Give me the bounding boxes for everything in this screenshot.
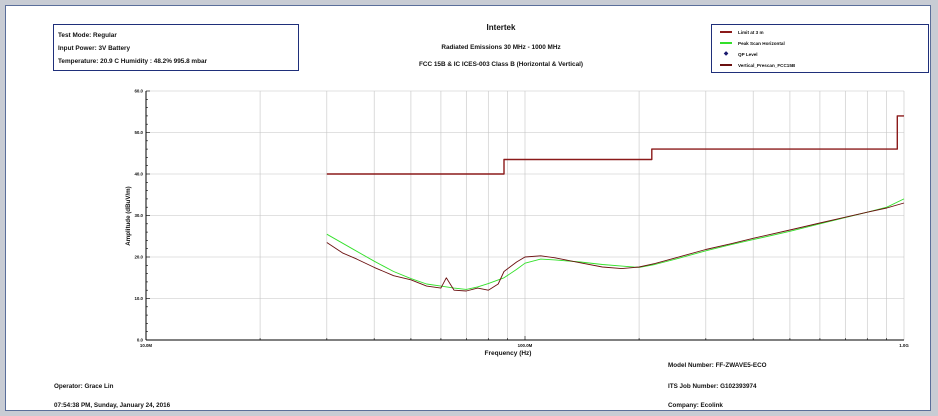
y-tick-label: 30.0	[134, 213, 143, 218]
legend-peak-label: Peak Scan Horizontal	[738, 40, 785, 46]
y-tick-label: 0.0	[137, 338, 144, 343]
x-tick-label: 10.0M	[140, 343, 153, 348]
company-text: Company: Ecolink	[668, 402, 723, 409]
legend-limit-label: Limit at 3 m	[738, 29, 764, 35]
peak-scan-horizontal-line	[326, 198, 905, 290]
x-axis-label: Frequency (Hz)	[485, 350, 532, 357]
legend-item-qp: ◆ QP Level	[720, 50, 758, 58]
legend-item-limit: Limit at 3 m	[720, 28, 764, 36]
legend-peak-swatch	[720, 42, 732, 44]
legend-qp-label: QP Level	[738, 51, 758, 57]
emissions-chart: 0.0 10.0 20.0 30.0 40.0 50.0 60.0 10.0M 100.0M 1.…	[125, 89, 909, 358]
report-page: Test Mode: Regular Input Power: 3V Batte…	[5, 5, 931, 411]
legend-vertical-label: Vertical_Prescan_FCC15B	[738, 62, 796, 68]
legend-limit-swatch	[720, 31, 732, 33]
conditions-text: Temperature: 20.9 C Humidity : 48.2% 995…	[58, 58, 208, 65]
x-tick-label: 100.0M	[518, 343, 533, 348]
y-tick-label: 50.0	[134, 130, 143, 135]
chart-plot	[326, 115, 905, 292]
vertical-prescan-line	[326, 202, 905, 292]
legend-vertical-swatch	[720, 64, 732, 66]
operator-text: Operator: Grace Lin	[54, 383, 114, 390]
y-tick-label: 10.0	[134, 296, 143, 301]
y-tick-label: 60.0	[134, 89, 143, 94]
diamond-marker-icon: ◆	[723, 51, 729, 57]
legend-item-vertical: Vertical_Prescan_FCC15B	[720, 61, 795, 69]
input-power-text: Input Power: 3V Battery	[58, 45, 131, 52]
y-axis-label: Amplitude (dBuV/m)	[125, 186, 132, 245]
chart-subtitle: Radiated Emissions 30 MHz - 1000 MHz	[441, 44, 561, 51]
legend-item-peak: Peak Scan Horizontal	[720, 39, 785, 47]
job-number-text: ITS Job Number: G102393974	[668, 383, 757, 390]
timestamp-text: 07:54:38 PM, Sunday, January 24, 2016	[54, 402, 171, 409]
x-tick-label: 1.0G	[899, 343, 909, 348]
y-tick-label: 20.0	[134, 255, 143, 260]
limit-line	[326, 115, 904, 175]
chart-standard: FCC 15B & IC ICES-003 Class B (Horizonta…	[418, 61, 584, 68]
model-number-text: Model Number: FF-ZWAVE5-ECO	[668, 362, 767, 369]
company-title: Intertek	[486, 23, 516, 32]
y-tick-label: 40.0	[134, 172, 143, 177]
chart-axes: 0.0 10.0 20.0 30.0 40.0 50.0 60.0 10.0M 100.0M 1.…	[134, 89, 909, 349]
test-info-box: Test Mode: Regular Input Power: 3V Batte…	[53, 24, 299, 71]
chart-grid	[145, 90, 905, 341]
test-mode-text: Test Mode: Regular	[58, 32, 117, 39]
legend-box: Limit at 3 m Peak Scan Horizontal ◆ QP L…	[711, 24, 929, 73]
